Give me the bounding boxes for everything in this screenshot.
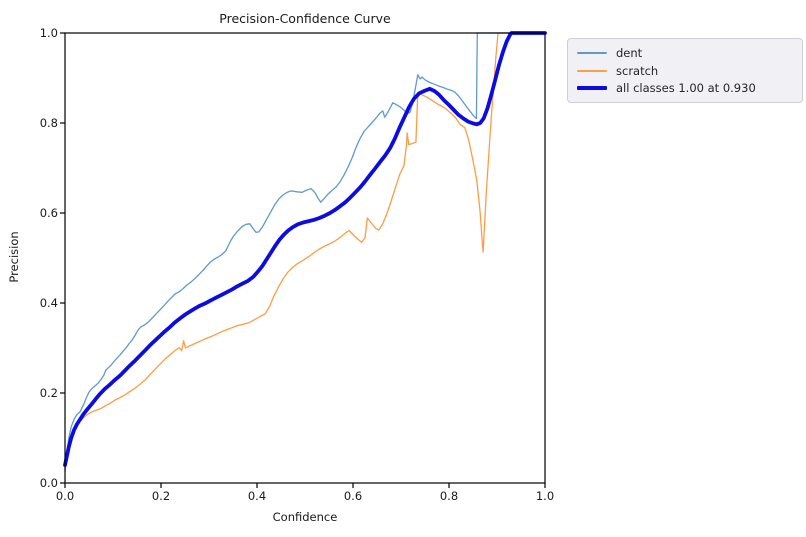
- x-tick-label: 0.4: [247, 489, 267, 503]
- x-axis-label: Confidence: [272, 510, 338, 524]
- y-tick-label: 0.6: [39, 206, 58, 220]
- series-line-dent: [64, 32, 546, 471]
- legend-line-sample: [577, 69, 607, 72]
- series-line-all: [63, 31, 547, 467]
- chart-title: Precision-Confidence Curve: [219, 11, 391, 26]
- x-tick-label: 0.2: [151, 489, 171, 503]
- legend-entry: dent: [577, 45, 793, 61]
- y-tick-label: 0.0: [39, 476, 58, 490]
- legend-box: dent scratch all classes 1.00 at 0.930: [567, 38, 803, 103]
- legend-label: dent: [616, 46, 643, 60]
- y-tick-label: 0.8: [39, 116, 58, 130]
- y-axis-label: Precision: [7, 231, 21, 283]
- legend-entry: scratch: [577, 63, 793, 79]
- x-tick-label: 0.6: [343, 489, 363, 503]
- y-tick-label: 1.0: [39, 26, 58, 40]
- legend-entry: all classes 1.00 at 0.930: [577, 80, 793, 96]
- legend-line-sample: [577, 86, 607, 90]
- legend-line-sample: [577, 52, 607, 54]
- legend-label: scratch: [616, 63, 659, 78]
- x-tick-label: 0.0: [55, 489, 75, 503]
- series-line-scratch: [64, 32, 546, 473]
- x-tick-label: 0.8: [439, 489, 459, 503]
- y-tick-label: 0.2: [39, 386, 58, 400]
- y-tick-label: 0.4: [39, 296, 58, 310]
- plot-border: [64, 32, 546, 484]
- x-tick-label: 1.0: [535, 489, 555, 503]
- legend-label: all classes 1.00 at 0.930: [616, 81, 756, 95]
